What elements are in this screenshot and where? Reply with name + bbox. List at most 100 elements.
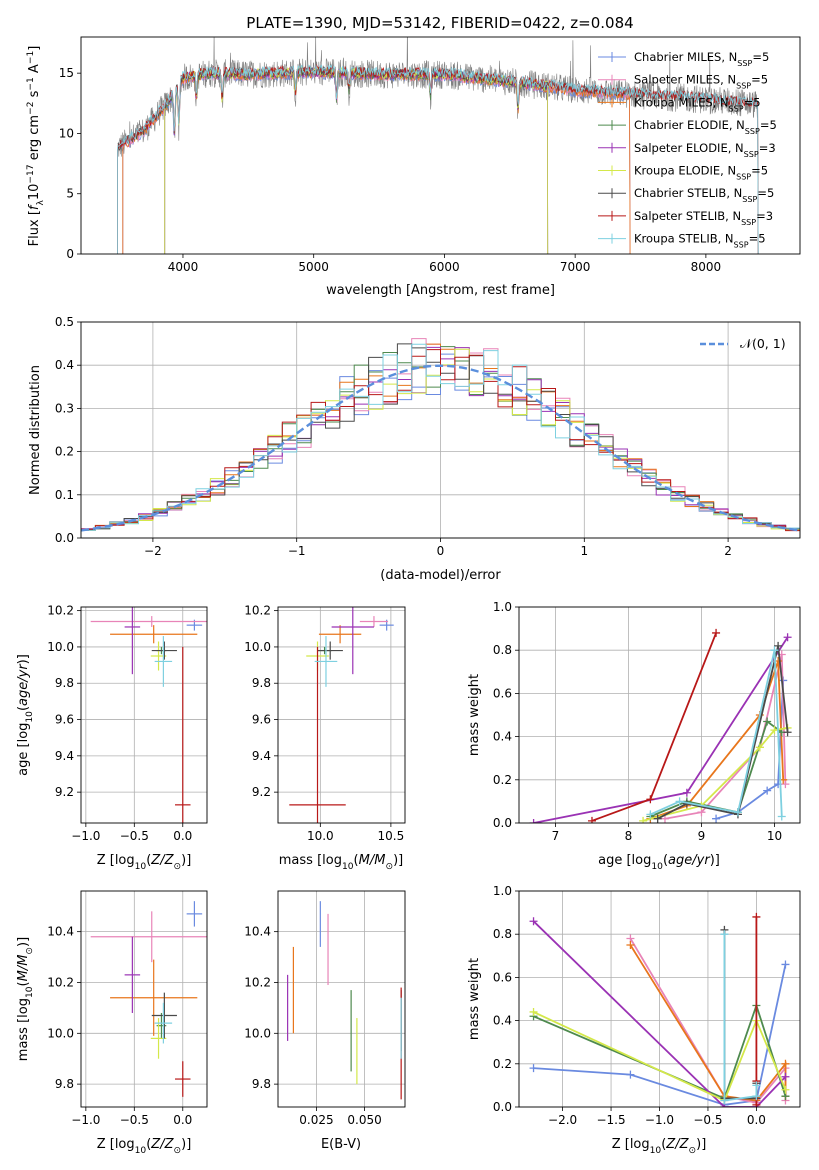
legend-label: Chabrier ELODIE, NSSP=5	[634, 118, 777, 136]
legend-label: Kroupa MILES, NSSP=5	[634, 95, 761, 113]
sfh-point-marker	[653, 814, 662, 823]
y-tick-label: 15	[59, 66, 74, 80]
histogram-plot	[81, 338, 800, 532]
histogram-legend-label: 𝒩(0, 1)	[740, 336, 786, 351]
figure-title: PLATE=1390, MJD=53142, FIBERID=0422, z=0…	[246, 14, 633, 32]
age_vs_mass-frame	[277, 606, 406, 824]
age_vs_mass-plot	[289, 607, 394, 823]
y-tick-label: 10.4	[244, 925, 271, 939]
mass-vs-Z-xlabel: Z [log10(Z/Z⊙)]	[97, 1137, 192, 1156]
sfh-Z-ylabel: mass weight	[467, 958, 482, 1040]
x-tick-label: 8000	[691, 260, 722, 274]
y-tick-label: 0.5	[55, 315, 74, 329]
sfh-point-marker	[720, 1096, 729, 1105]
sfh-line	[533, 1002, 787, 1100]
sfh-line	[533, 636, 789, 823]
sfh-point-marker	[774, 641, 783, 650]
x-tick-label: −1.5	[596, 1113, 625, 1127]
sfh-point-marker	[529, 917, 538, 926]
x-tick-label: 0	[437, 544, 445, 558]
y-tick-label: 10.2	[244, 604, 271, 618]
x-tick-label: −0.5	[120, 829, 149, 843]
y-tick-label: 0.4	[493, 730, 512, 744]
sfh_Z-axes: −2.0 −1.5 −1.0 −0.5 0.0 0.0 0.2 0.4 0.6 0.8 1.0	[493, 884, 800, 1127]
spectrum-plot	[117, 37, 759, 254]
y-tick-label: 0.8	[493, 927, 512, 941]
residuals-frame	[80, 321, 801, 539]
sfh-point-marker	[781, 1085, 790, 1094]
sfh_age-frame	[518, 606, 801, 824]
mass_vs_Z-frame	[80, 890, 208, 1108]
sfh-line	[715, 680, 785, 820]
legend-label: Salpeter STELIB, NSSP=3	[634, 209, 773, 227]
x-tick-label: 10.0	[307, 829, 334, 843]
y-tick-label: 9.8	[55, 1077, 74, 1091]
sfh-point-marker	[733, 808, 742, 817]
y-tick-label: 0.4	[55, 358, 74, 372]
age_vs_Z-frame	[80, 606, 208, 824]
age_vs_mass-axes: 10.0 10.5 9.2 9.4 9.6 9.8 10.0 10.2	[244, 604, 405, 843]
y-tick-label: 10	[59, 126, 74, 140]
y-tick-label: 10.2	[244, 975, 271, 989]
y-tick-label: 0.2	[493, 1057, 512, 1071]
sfh_Z-plot	[529, 912, 790, 1107]
legend-label: Kroupa ELODIE, NSSP=5	[634, 164, 768, 182]
x-tick-label: 7	[552, 829, 560, 843]
x-tick-label: −0.5	[693, 1113, 722, 1127]
x-tick-label: 6000	[429, 260, 460, 274]
histogram-ylabel: Normed distribution	[28, 365, 43, 495]
x-tick-label: −1.0	[71, 1113, 100, 1127]
normal-curve	[81, 364, 800, 532]
model-spectrum-salpeter-miles	[122, 68, 631, 254]
y-tick-label: 1.0	[493, 884, 512, 898]
x-tick-label: 7000	[560, 260, 591, 274]
y-tick-label: 0.6	[493, 686, 512, 700]
model-spectrum-chabrier-miles	[122, 69, 631, 254]
x-tick-label: 1	[580, 544, 588, 558]
sfh-point-marker	[770, 646, 779, 655]
mass-vs-ebv-xlabel: E(B-V)	[321, 1137, 361, 1152]
sfh-point-marker	[781, 1072, 790, 1081]
sfh-age-xlabel: age [log10(age/yr)]	[598, 853, 720, 872]
x-tick-label: −1.0	[71, 829, 100, 843]
model-spectrum-kroupa-miles	[122, 67, 631, 254]
sfh-point-marker	[752, 1081, 761, 1090]
y-tick-label: 10.0	[244, 640, 271, 654]
x-tick-label: 0.0	[173, 829, 192, 843]
x-tick-label: −1.0	[645, 1113, 674, 1127]
age_vs_Z-axes: −1.0 −0.5 0.0 9.2 9.4 9.6 9.8 10.0 10.2	[47, 604, 207, 843]
sfh-line	[532, 920, 787, 1107]
x-tick-label: 0.0	[173, 1113, 192, 1127]
x-tick-label: 0.050	[347, 1113, 381, 1127]
y-tick-label: 9.4	[252, 749, 271, 763]
x-tick-label: 10.5	[378, 829, 405, 843]
age-vs-Z-ylabel: age [log10(age/yr)]	[16, 654, 35, 776]
legend-label: Chabrier MILES, NSSP=5	[634, 50, 769, 68]
spectrum-frame	[80, 36, 801, 255]
sfh-point-marker	[646, 795, 655, 804]
sfh-point-marker	[783, 633, 792, 642]
sfh-point-marker	[712, 814, 721, 823]
sfh-point-marker	[675, 797, 684, 806]
x-tick-label: 9	[698, 829, 706, 843]
sfh_Z-frame	[518, 890, 801, 1108]
sfh-point-marker	[777, 812, 786, 821]
x-tick-label: 2	[724, 544, 732, 558]
y-tick-label: 0.4	[493, 1014, 512, 1028]
mass_vs_Z-axes: −1.0 −0.5 0.0 9.8 10.0 10.2 10.4	[47, 891, 207, 1127]
sfh-point-marker	[587, 816, 596, 823]
sfh-point-marker	[639, 816, 648, 823]
y-tick-label: 9.8	[252, 676, 271, 690]
y-tick-label: 0.0	[55, 531, 74, 545]
sfh-point-marker	[529, 819, 538, 823]
y-tick-label: 0.8	[493, 643, 512, 657]
sfh-point-marker	[626, 941, 635, 949]
sfh-point-marker	[752, 1100, 761, 1107]
age_vs_Z-plot	[90, 607, 207, 823]
residual-histogram-kroupa-stelib	[81, 343, 800, 531]
sfh-point-marker	[529, 1064, 538, 1073]
model-spectrum-kroupa-stelib	[117, 64, 759, 254]
spectrum-xlabel: wavelength [Angstrom, rest frame]	[326, 283, 555, 298]
